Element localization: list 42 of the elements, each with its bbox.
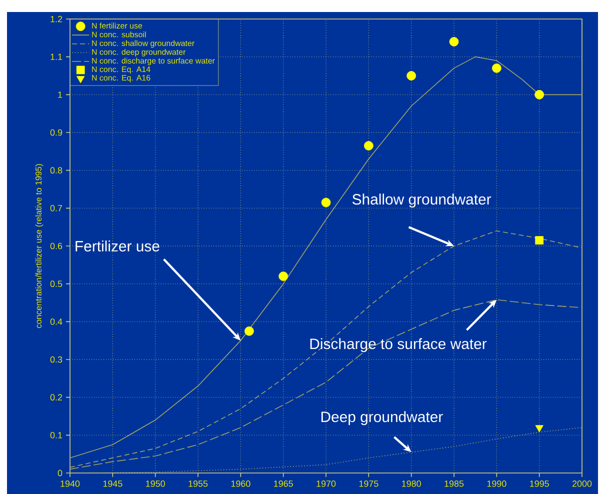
y-tick-label: 1	[58, 92, 62, 98]
x-tick-label: 1995	[530, 480, 549, 487]
point	[534, 90, 544, 100]
y-axis-title: concentration/fertilizer use (relative to 1995)	[35, 164, 44, 328]
y-tick-label: 0.3	[50, 356, 62, 363]
x-tick-label: 1970	[316, 480, 336, 487]
y-tick-label: 0.1	[50, 432, 62, 438]
y-tick-label: 0.4	[50, 318, 62, 325]
x-tick-label: 1950	[146, 480, 165, 487]
annotation: Discharge to surface water	[310, 338, 487, 352]
x-tick-label: 1945	[103, 480, 122, 487]
x-tick-label: 1940	[60, 480, 80, 487]
point	[278, 272, 288, 281]
point	[535, 236, 544, 245]
y-tick-label: 0	[58, 470, 62, 476]
y-tick-label: 0.9	[50, 129, 62, 136]
point	[406, 71, 416, 80]
point	[492, 63, 502, 73]
x-tick-label: 1980	[402, 480, 421, 487]
y-tick-label: 1.2	[50, 16, 62, 22]
x-tick-label: 1965	[274, 480, 293, 487]
x-tick-label: 1960	[231, 480, 250, 487]
y-tick-label: 0.8	[50, 167, 62, 174]
x-tick-label: 1955	[188, 480, 208, 487]
y-tick-label: 0.7	[50, 204, 62, 212]
annotation: Shallow groundwater	[352, 194, 492, 208]
x-tick-label: 1985	[444, 480, 464, 487]
x-tick-label: 1975	[359, 480, 378, 487]
point	[449, 37, 459, 46]
y-tick-label: 0.6	[50, 242, 62, 250]
y-tick-label: 0.2	[50, 394, 62, 401]
point	[321, 198, 331, 208]
y-tick-label: 0.5	[50, 280, 62, 288]
x-tick-label: 2000	[572, 480, 592, 487]
annotation: Deep groundwater	[321, 411, 443, 426]
y-tick-label: 1.1	[50, 54, 62, 60]
point	[364, 141, 374, 150]
point	[535, 425, 544, 432]
line-series	[70, 56, 582, 458]
annotation: Fertilizer use	[76, 240, 160, 252]
point	[244, 326, 254, 336]
x-tick-label: 1990	[487, 480, 506, 487]
